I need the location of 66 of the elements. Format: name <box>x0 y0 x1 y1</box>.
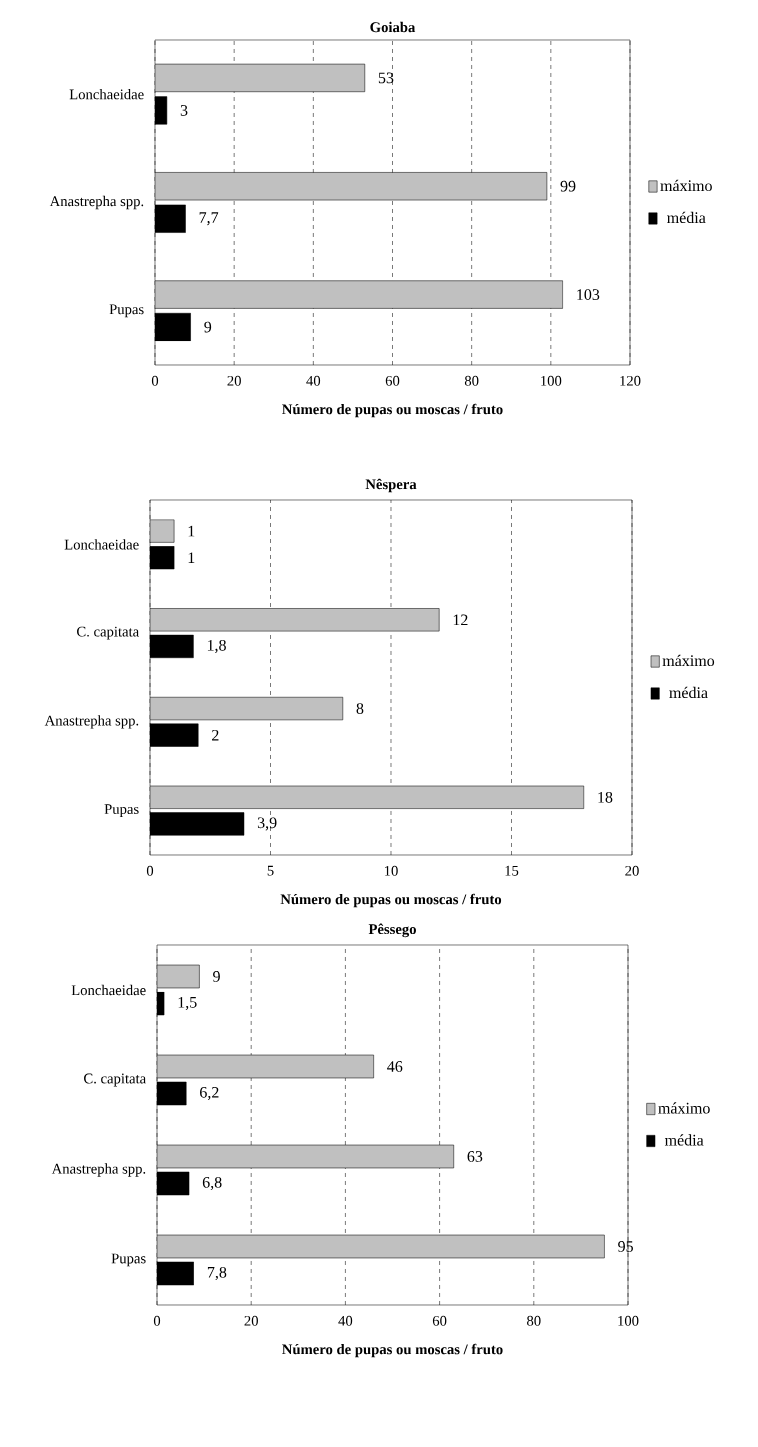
x-tick-label: 15 <box>505 865 519 876</box>
data-label: 1 <box>188 525 195 537</box>
x-tick-label: 40 <box>306 375 321 386</box>
data-label: 7,7 <box>199 212 219 226</box>
data-label: 3,9 <box>257 817 277 831</box>
x-tick-label: 80 <box>527 1315 541 1326</box>
y-tick-label: Pupas <box>111 1253 146 1267</box>
chart-title: Goiaba <box>370 21 416 33</box>
y-tick-label: Lonchaeidae <box>71 984 146 996</box>
legend-label: máximo <box>660 179 712 192</box>
x-tick-label: 20 <box>227 375 241 386</box>
bar <box>157 1234 605 1259</box>
data-label: 9 <box>204 321 212 333</box>
x-tick-label: 60 <box>432 1315 447 1326</box>
x-tick-label: 120 <box>620 375 641 386</box>
x-tick-label: 10 <box>384 865 398 876</box>
x-tick-label: 5 <box>267 865 274 876</box>
y-tick-label: Anastrepha spp. <box>51 1163 146 1177</box>
data-label: 1 <box>188 552 195 563</box>
legend-label: máximo <box>658 1102 710 1114</box>
data-label: 103 <box>577 289 600 300</box>
data-label: 99 <box>560 180 576 192</box>
data-label: 7,8 <box>207 1266 227 1281</box>
x-tick-label: 80 <box>464 375 479 386</box>
legend-label: média <box>664 1134 704 1146</box>
x-tick-label: 100 <box>618 1315 639 1326</box>
y-tick-label: Pupas <box>109 304 144 318</box>
data-label: 6,8 <box>202 1176 222 1191</box>
y-tick-label: Lonchaeidae <box>64 539 139 550</box>
data-label: 3 <box>180 105 188 116</box>
data-label: 95 <box>618 1241 633 1252</box>
chart-title: Nêspera <box>365 478 417 493</box>
y-tick-label: Anastrepha spp. <box>49 195 144 210</box>
y-tick-label: C. capitata <box>84 1073 146 1087</box>
data-label: 9 <box>213 971 220 982</box>
data-label: 12 <box>453 614 468 626</box>
data-label: 53 <box>378 72 394 84</box>
data-label: 63 <box>467 1151 483 1162</box>
x-axis-title: Número de pupas ou moscas / fruto <box>282 1343 503 1358</box>
y-tick-label: Lonchaeidae <box>69 89 144 100</box>
x-tick-label: 20 <box>244 1315 258 1326</box>
x-tick-label: 0 <box>151 375 159 386</box>
bar <box>157 1054 374 1079</box>
y-tick-label: Pupas <box>104 804 139 817</box>
data-label: 2 <box>212 729 219 741</box>
x-tick-label: 0 <box>153 1315 161 1326</box>
x-axis-title: Número de pupas ou moscas / fruto <box>280 893 502 908</box>
x-tick-label: 60 <box>385 375 400 386</box>
x-tick-label: 0 <box>146 865 154 876</box>
data-label: 46 <box>387 1061 403 1072</box>
y-tick-label: Anastrepha spp. <box>44 715 139 729</box>
x-tick-label: 20 <box>625 865 639 876</box>
data-label: 6,2 <box>200 1086 219 1101</box>
x-tick-label: 40 <box>338 1315 353 1326</box>
data-label: 18 <box>598 791 613 803</box>
bar <box>157 1144 454 1169</box>
x-axis-title: Número de pupas ou moscas / fruto <box>282 403 503 418</box>
legend-label: máximo <box>662 654 715 667</box>
data-label: 1,8 <box>207 639 226 653</box>
data-label: 8 <box>356 703 364 714</box>
legend-label: média <box>667 211 706 224</box>
y-tick-label: C. capitata <box>77 626 139 640</box>
chart-title: Pêssego <box>368 923 416 938</box>
data-label: 1,5 <box>178 996 197 1011</box>
x-tick-label: 100 <box>541 375 562 386</box>
legend-label: média <box>669 686 708 699</box>
